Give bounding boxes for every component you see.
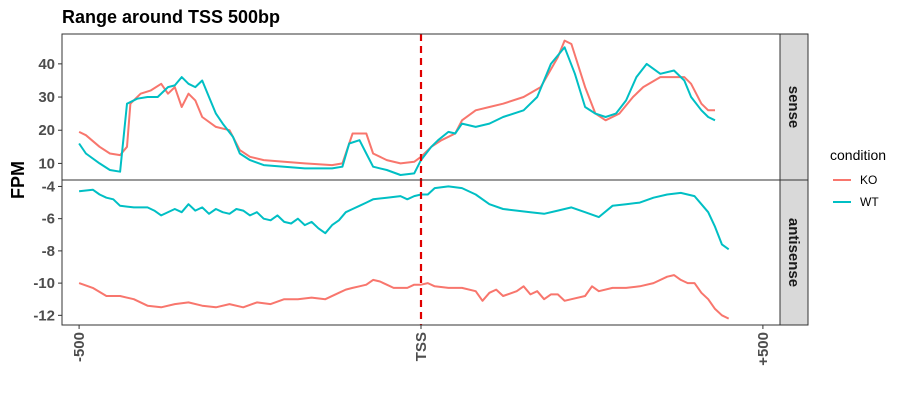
x-tick-label: +500 bbox=[755, 332, 772, 366]
facet-panels: 10 20 30 40 sense -12 -10 -8 -6 -4 antisense bbox=[33, 33, 809, 326]
strip-label: antisense bbox=[785, 218, 802, 287]
series-line-ko bbox=[78, 274, 730, 320]
y-tick-label: 40 bbox=[38, 56, 55, 73]
chart-title: Range around TSS 500bp bbox=[62, 7, 280, 27]
x-tick-label: -500 bbox=[71, 332, 88, 362]
legend-title: condition bbox=[830, 147, 886, 163]
strip-label: sense bbox=[785, 86, 802, 129]
series-line-ko bbox=[78, 39, 715, 167]
series-line-wt bbox=[78, 185, 730, 251]
legend: condition KO WT bbox=[830, 147, 886, 209]
series-line-wt bbox=[78, 46, 716, 176]
panel-antisense: -12 -10 -8 -6 -4 antisense bbox=[33, 178, 809, 326]
y-tick-label: 30 bbox=[38, 89, 55, 106]
y-tick-label: -4 bbox=[42, 178, 56, 195]
y-tick-label: 10 bbox=[38, 155, 55, 172]
legend-label: WT bbox=[860, 195, 879, 209]
y-axis-label: FPM bbox=[8, 161, 28, 199]
y-tick-label: -6 bbox=[42, 211, 55, 228]
y-tick-label: -8 bbox=[42, 243, 55, 260]
x-axis: -500 TSS +500 bbox=[71, 325, 772, 366]
panel-sense: 10 20 30 40 sense bbox=[38, 33, 809, 181]
strip-antisense bbox=[779, 179, 809, 326]
y-tick-label: -10 bbox=[33, 275, 55, 292]
strip-sense bbox=[779, 33, 809, 181]
y-tick-label: 20 bbox=[38, 122, 55, 139]
x-tick-label: TSS bbox=[413, 332, 430, 361]
legend-label: KO bbox=[860, 173, 877, 187]
y-tick-label: -12 bbox=[33, 307, 55, 324]
